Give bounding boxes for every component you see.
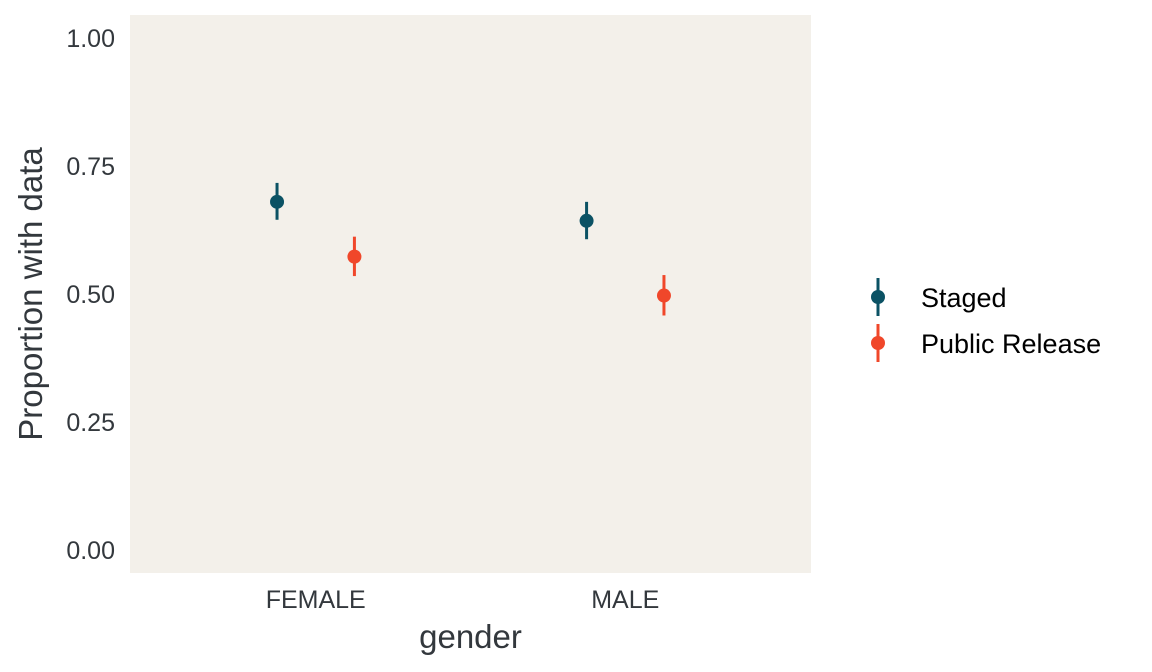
x-axis-ticks: FEMALE MALE: [266, 586, 660, 614]
x-tick-label: MALE: [591, 586, 659, 614]
x-tick-label: FEMALE: [266, 586, 366, 614]
data-marks: [270, 182, 671, 316]
data-point: [347, 249, 362, 264]
legend-key-point: [871, 290, 885, 304]
data-point: [270, 194, 285, 209]
y-tick-label: 1.00: [66, 25, 115, 53]
legend: Staged Public Release: [871, 278, 1101, 362]
data-point: [579, 213, 594, 228]
legend-label: Staged: [921, 283, 1007, 313]
x-axis-title: gender: [419, 618, 522, 655]
y-axis-ticks: 0.00 0.25 0.50 0.75 1.00: [66, 25, 115, 565]
y-axis-title: Proportion with data: [12, 147, 49, 441]
plot-panel: [130, 15, 811, 573]
data-point: [656, 288, 671, 303]
legend-label: Public Release: [921, 329, 1101, 359]
y-tick-label: 0.25: [66, 409, 115, 437]
y-tick-label: 0.50: [66, 281, 115, 309]
legend-key-point: [871, 336, 885, 350]
y-tick-label: 0.75: [66, 153, 115, 181]
y-tick-label: 0.00: [66, 537, 115, 565]
